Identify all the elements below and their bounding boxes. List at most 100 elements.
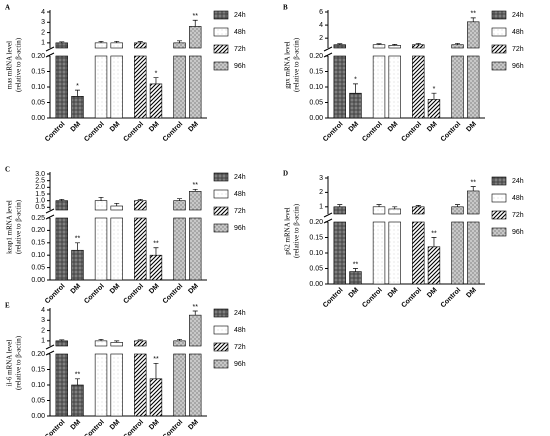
x-tick-label: DM [465,287,478,300]
legend-label: 24h [234,310,246,317]
x-tick-label: Control [162,121,185,144]
y-tick-label: 0.05 [309,265,323,272]
x-tick-label: Control [361,121,384,144]
y-tick-label: 2 [41,327,45,334]
x-tick-label: DM [109,283,122,296]
x-tick-label: DM [465,121,478,134]
legend-swatch [213,27,229,37]
error-bar [415,205,421,207]
bar-lower [55,55,68,119]
panel-label: C [5,166,10,174]
y-tick-label: 6 [319,9,323,16]
significance: ** [431,230,437,237]
error-bar [137,339,143,341]
x-tick-label: Control [83,419,106,436]
y-tick-label: 0.10 [31,84,45,91]
y-tick-label: 0.20 [31,351,45,358]
x-tick-label: Control [361,287,384,310]
error-bar [352,83,358,94]
bar-lower [467,221,480,285]
error-bar [59,339,65,341]
y-tick-label: 0.20 [309,219,323,226]
bar-upper [412,44,425,49]
y-tick-label: 0.15 [31,68,45,75]
error-bar [415,43,421,45]
error-bar [177,338,183,341]
x-tick-label: DM [387,121,400,134]
bar [71,384,84,417]
significance: * [433,86,436,93]
y-tick-label: 2 [319,189,323,196]
x-tick-label: DM [70,121,83,134]
bar-upper [110,42,123,49]
x-tick-label: Control [440,121,463,144]
y-tick-label: 0.10 [309,84,323,91]
x-tick-label: Control [44,283,67,306]
significance: * [155,71,158,78]
legend-label: 72h [512,46,524,53]
y-tick-label: 3 [41,19,45,26]
bar-lower [173,353,186,417]
y-tick-label: 0.05 [31,99,45,106]
bar-lower [134,217,147,281]
x-tick-label: DM [70,419,83,432]
y-tick-label: 0.00 [309,115,323,122]
error-bar [431,92,437,100]
error-bar [153,247,159,256]
bar [349,271,362,285]
y-tick-label: 0.25 [31,215,45,222]
error-bar [137,198,143,201]
x-tick-label: DM [426,121,439,134]
y-tick-label: 2.5 [35,178,45,185]
bar-upper [333,44,346,49]
y-tick-label: 4 [41,9,45,16]
bar-lower [467,55,480,119]
bar-lower [412,221,425,285]
error-bar [177,198,183,201]
significance: ** [153,241,159,248]
bar-upper [55,42,68,49]
bar-upper [110,342,123,347]
x-tick-label: Control [322,121,345,144]
bar-lower [173,55,186,119]
bar-upper [134,42,147,49]
y-axis-label: (relative to β-actin) [293,203,301,258]
legend-swatch [213,223,229,233]
error-bar [74,242,80,251]
bar-upper [388,208,401,215]
legend-swatch [213,189,229,199]
error-bar [98,40,104,43]
y-tick-label: 0.20 [31,53,45,60]
bar [349,92,362,119]
y-tick-label: 0.5 [35,204,45,211]
bar-lower [333,221,346,285]
y-tick-label: 0.10 [31,382,45,389]
significance: ** [470,11,476,18]
x-tick-label: Control [83,121,106,144]
y-tick-label: 1.0 [35,198,45,205]
bar-upper [173,340,186,347]
bar-upper [467,21,480,49]
y-tick-label: 3 [41,317,45,324]
x-tick-label: Control [162,419,185,436]
legend-label: 96h [512,63,524,70]
error-bar [177,40,183,43]
bar-upper [94,42,108,49]
panel-label: B [283,4,288,12]
y-axis-label: p62 mRNA level [284,207,292,254]
bar-upper [189,191,202,211]
legend-label: 48h [234,327,246,334]
legend-swatch [213,308,229,318]
legend-label: 72h [512,212,524,219]
bar-lower [451,55,464,119]
bar-upper [134,340,147,347]
panel-label: E [5,302,10,310]
error-bar [74,89,80,97]
legend-label: 48h [512,195,524,202]
y-tick-label: 2.0 [35,184,45,191]
error-bar [376,43,382,45]
y-tick-label: 1 [319,204,323,211]
y-tick-label: 2 [319,35,323,42]
legend-swatch [491,61,507,71]
